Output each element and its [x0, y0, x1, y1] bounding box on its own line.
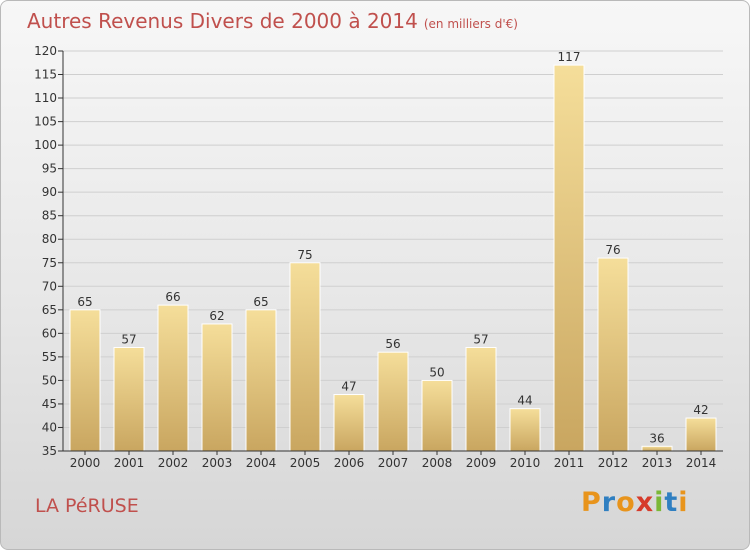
y-tick-label: 35 [42, 444, 57, 458]
y-tick-label: 90 [42, 185, 57, 199]
y-tick-label: 45 [42, 397, 57, 411]
y-tick-label: 100 [34, 138, 57, 152]
logo-letter: i [678, 487, 689, 518]
x-tick-label: 2008 [422, 456, 453, 470]
bar-value-label: 44 [517, 394, 532, 408]
y-tick-label: 50 [42, 373, 57, 387]
logo-letter: P [581, 487, 602, 518]
bar-value-label: 65 [77, 295, 92, 309]
bar-value-label: 47 [341, 380, 356, 394]
bar [245, 309, 277, 452]
x-tick-label: 2014 [686, 456, 717, 470]
bar [509, 408, 541, 452]
y-tick-label: 85 [42, 209, 57, 223]
logo-letter: i [654, 487, 665, 518]
y-tick-label: 110 [34, 91, 57, 105]
y-tick-label: 75 [42, 256, 57, 270]
x-tick-label: 2009 [466, 456, 497, 470]
title-unit: (en milliers d'€) [423, 17, 518, 31]
bar [597, 257, 629, 452]
x-tick-label: 2011 [554, 456, 585, 470]
x-tick-label: 2007 [378, 456, 409, 470]
bar-value-label: 50 [429, 365, 444, 379]
x-tick-label: 2006 [334, 456, 365, 470]
bar-value-label: 65 [253, 295, 268, 309]
y-tick-label: 55 [42, 350, 57, 364]
bar-value-label: 36 [649, 431, 664, 445]
bar-value-label: 75 [297, 248, 312, 262]
y-tick-label: 70 [42, 279, 57, 293]
y-tick-label: 80 [42, 232, 57, 246]
bar-value-label: 62 [209, 309, 224, 323]
bar-value-label: 57 [121, 332, 136, 346]
y-tick-label: 40 [42, 420, 57, 434]
x-tick-label: 2012 [598, 456, 629, 470]
bar [69, 309, 101, 452]
logo-letter: r [601, 487, 617, 518]
bar [553, 64, 585, 452]
y-tick-label: 60 [42, 326, 57, 340]
bar [333, 394, 365, 452]
bar [641, 445, 673, 452]
title-text: Autres Revenus Divers de 2000 à 2014 [27, 9, 418, 33]
x-tick-label: 2013 [642, 456, 673, 470]
logo-letter: x [635, 487, 655, 518]
location-label: LA PéRUSE [35, 495, 139, 517]
bar-value-label: 66 [165, 290, 180, 304]
bar-value-label: 117 [558, 50, 581, 64]
logo-letter: t [664, 487, 679, 518]
x-tick-label: 2001 [114, 456, 145, 470]
y-tick-label: 120 [34, 44, 57, 58]
bar [377, 351, 409, 452]
bar [113, 346, 145, 452]
logo-letter: o [616, 487, 636, 518]
x-tick-label: 2010 [510, 456, 541, 470]
y-tick-label: 115 [34, 68, 57, 82]
bar [685, 417, 717, 452]
bar-value-label: 42 [693, 403, 708, 417]
y-tick-label: 95 [42, 162, 57, 176]
y-tick-label: 65 [42, 303, 57, 317]
bar-value-label: 76 [605, 243, 620, 257]
x-tick-label: 2002 [158, 456, 189, 470]
bar-value-label: 57 [473, 332, 488, 346]
y-tick-label: 105 [34, 115, 57, 129]
bar [157, 304, 189, 452]
chart-title: Autres Revenus Divers de 2000 à 2014 (en … [27, 9, 518, 33]
x-tick-label: 2004 [246, 456, 277, 470]
x-tick-label: 2005 [290, 456, 321, 470]
bar-value-label: 56 [385, 337, 400, 351]
bar [289, 262, 321, 452]
proxiti-logo: Proxiti [581, 487, 689, 518]
bar [201, 323, 233, 452]
bar [465, 346, 497, 452]
bar [421, 379, 453, 452]
x-tick-label: 2000 [70, 456, 101, 470]
x-tick-label: 2003 [202, 456, 233, 470]
